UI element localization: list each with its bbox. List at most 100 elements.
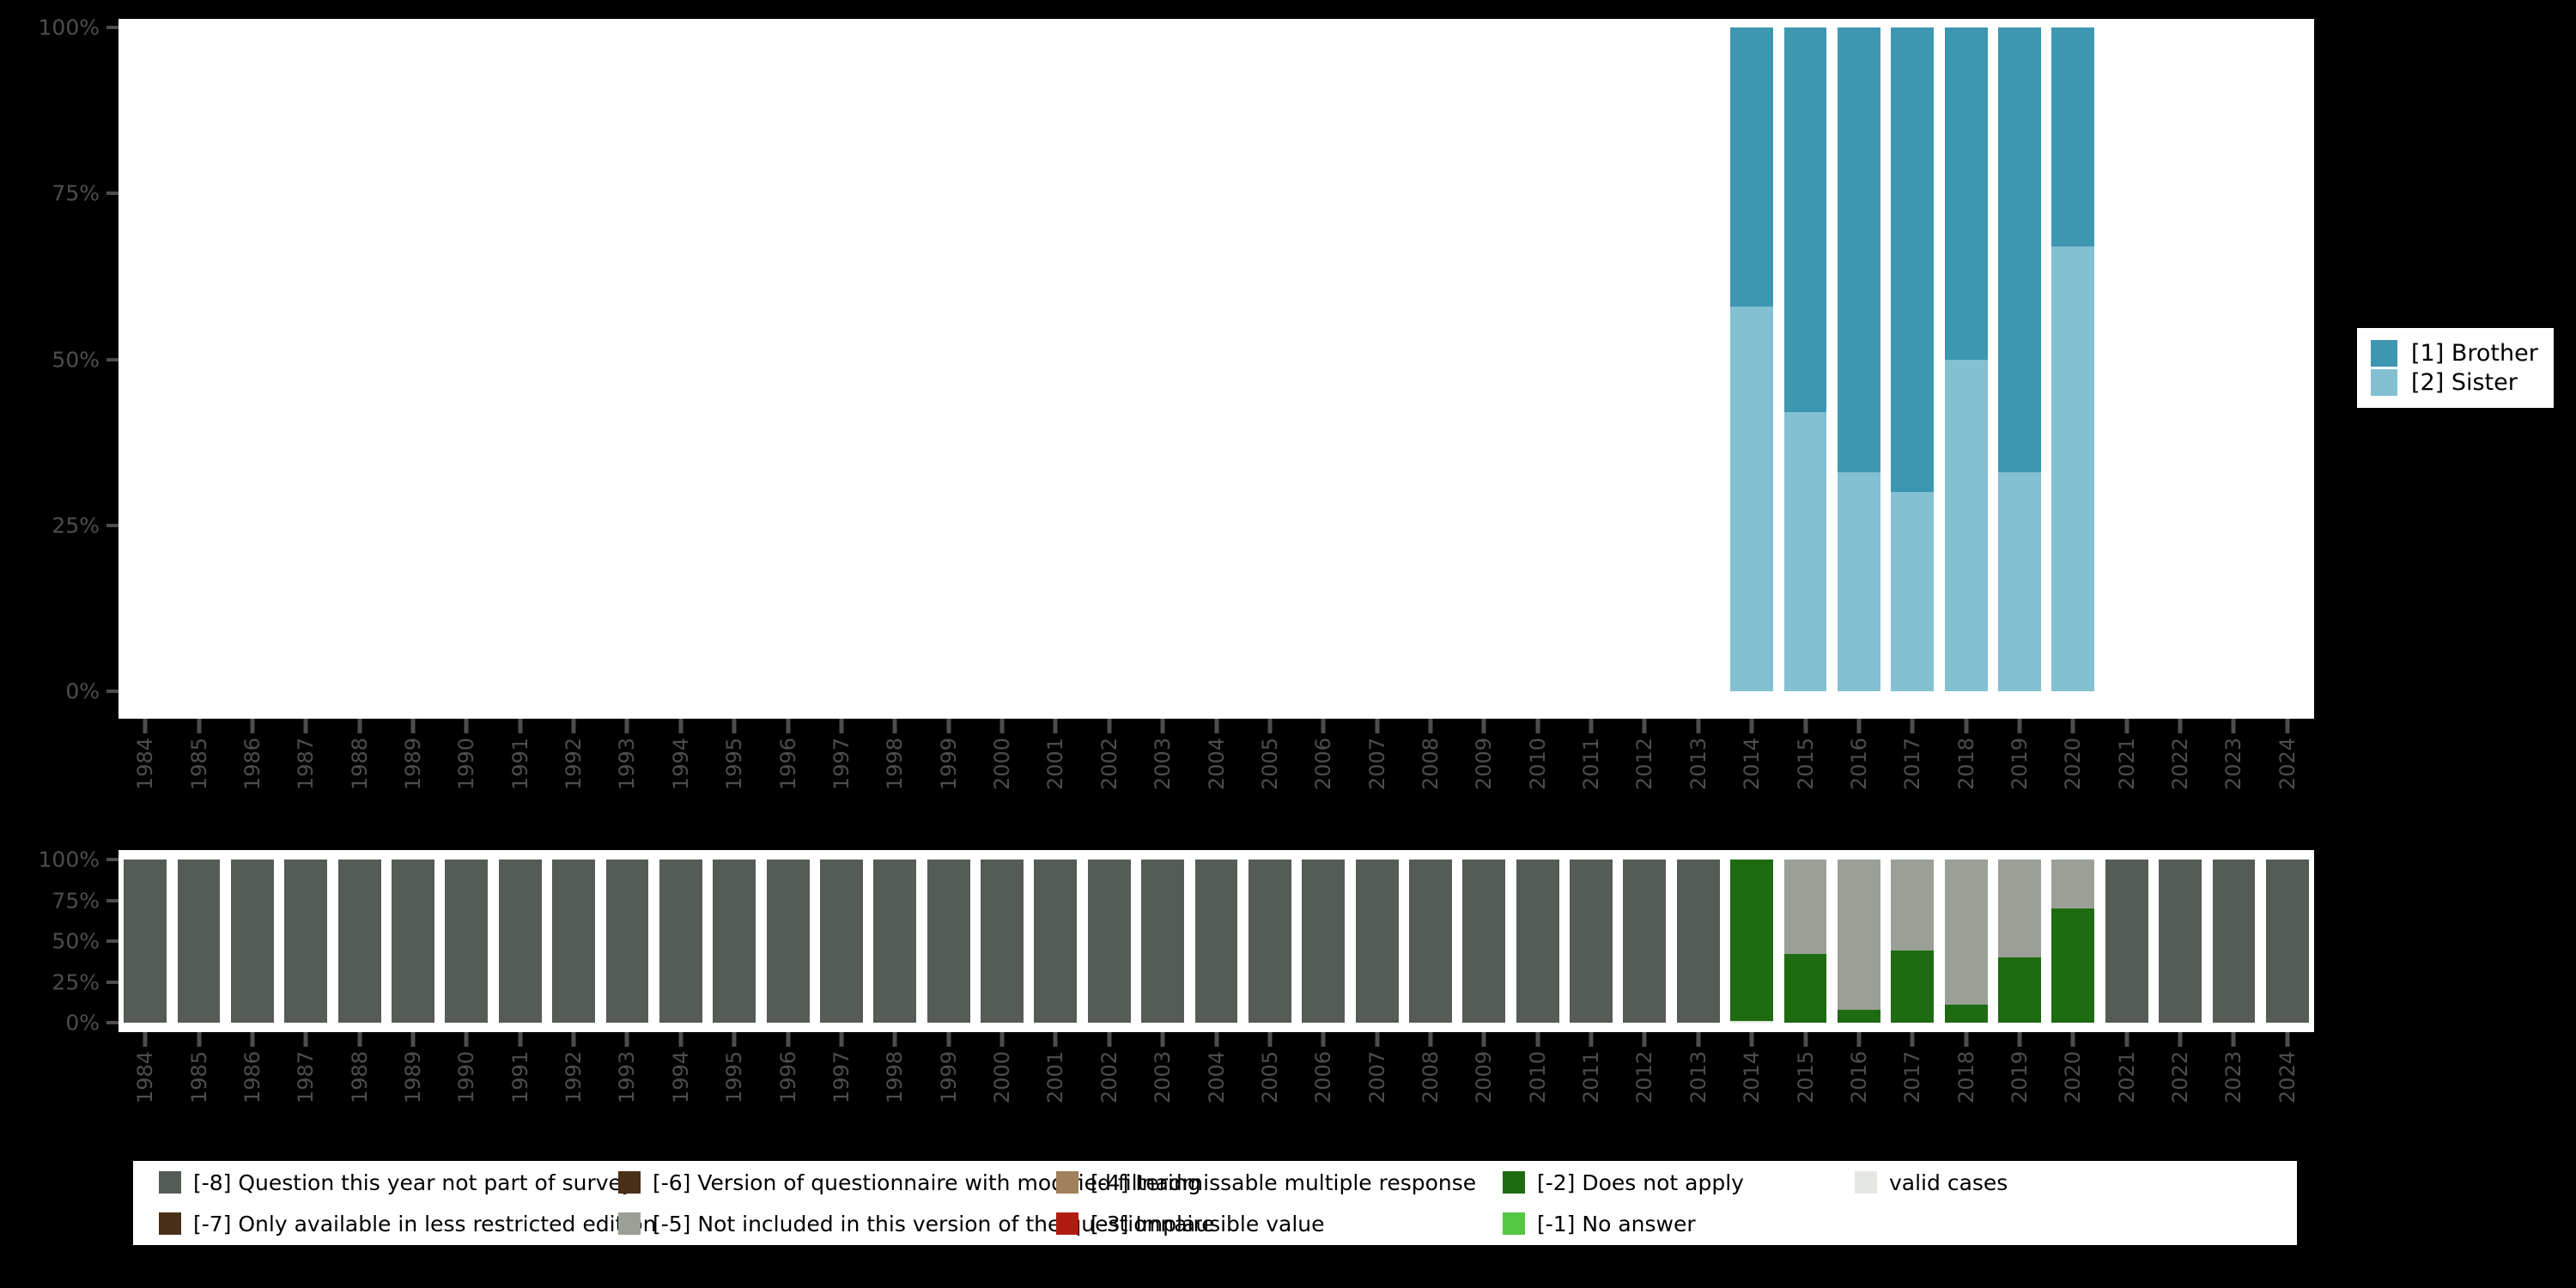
sub-bar-segment[interactable] xyxy=(1891,860,1935,951)
sub-bar-column[interactable] xyxy=(1248,860,1291,1023)
sub-bar-column[interactable] xyxy=(337,860,381,1023)
sub-bar-column[interactable] xyxy=(981,860,1024,1023)
sub-bar-column[interactable] xyxy=(124,860,167,1023)
sub-bar-segment[interactable] xyxy=(392,860,434,1023)
legend-item[interactable]: [-7] Only available in less restricted e… xyxy=(159,1212,656,1236)
sub-bar-segment[interactable] xyxy=(1462,860,1506,1023)
sub-bar-segment[interactable] xyxy=(659,860,702,1023)
sub-bar-segment[interactable] xyxy=(445,860,489,1023)
sub-bar-segment[interactable] xyxy=(981,860,1024,1023)
sub-bar-column[interactable] xyxy=(1944,860,1988,1023)
sub-bar-column[interactable] xyxy=(445,860,489,1023)
sub-bar-segment[interactable] xyxy=(498,860,542,1023)
sub-bar-segment[interactable] xyxy=(927,860,970,1023)
sub-bar-segment[interactable] xyxy=(2212,860,2256,1023)
sub-bar-segment[interactable] xyxy=(1730,860,1774,1022)
sub-bar-column[interactable] xyxy=(1462,860,1506,1023)
sub-bar-segment[interactable] xyxy=(1783,954,1827,1023)
sub-bar-segment[interactable] xyxy=(819,860,863,1023)
sub-bar-column[interactable] xyxy=(1141,860,1185,1023)
sub-bar-column[interactable] xyxy=(177,860,221,1023)
legend-item[interactable]: [-8] Question this year not part of surv… xyxy=(159,1170,635,1195)
sub-bar-column[interactable] xyxy=(2159,860,2202,1023)
sub-bar-segment[interactable] xyxy=(1837,860,1880,1010)
sub-bar-column[interactable] xyxy=(1302,860,1346,1023)
sub-bar-column[interactable] xyxy=(605,860,649,1023)
legend-item[interactable]: [-5] Not included in this version of the… xyxy=(618,1212,1215,1236)
main-bar-column[interactable] xyxy=(1998,27,2041,691)
sub-bar-segment[interactable] xyxy=(1998,957,2041,1023)
sub-bar-segment[interactable] xyxy=(1516,860,1559,1023)
sub-bar-segment[interactable] xyxy=(124,860,167,1023)
sub-bar-segment[interactable] xyxy=(1087,860,1131,1023)
sub-bar-segment[interactable] xyxy=(1141,860,1185,1023)
sub-bar-column[interactable] xyxy=(1034,860,1078,1023)
sub-bar-segment[interactable] xyxy=(1409,860,1452,1023)
sub-bar-segment[interactable] xyxy=(1944,1005,1988,1023)
main-bar-segment[interactable] xyxy=(1837,27,1880,472)
main-bar-segment[interactable] xyxy=(2051,27,2095,247)
sub-bar-column[interactable] xyxy=(230,860,274,1023)
sub-bar-column[interactable] xyxy=(1409,860,1452,1023)
legend-item[interactable]: [-3] Implausible value xyxy=(1056,1212,1325,1236)
main-bar-segment[interactable] xyxy=(1944,359,1988,691)
legend-item[interactable]: [-1] No answer xyxy=(1503,1212,1696,1236)
sub-bar-segment[interactable] xyxy=(1998,860,2041,957)
sub-bar-segment[interactable] xyxy=(2051,908,2095,1023)
sub-bar-segment[interactable] xyxy=(2051,860,2095,908)
main-bar-column[interactable] xyxy=(1783,27,1827,691)
sub-bar-segment[interactable] xyxy=(713,860,756,1023)
sub-bar-segment[interactable] xyxy=(1194,860,1238,1023)
main-bar-segment[interactable] xyxy=(1944,27,1988,360)
sub-bar-segment[interactable] xyxy=(2265,860,2309,1023)
sub-bar-column[interactable] xyxy=(1837,860,1880,1023)
legend-item[interactable]: [-4] Inadmissable multiple response xyxy=(1056,1170,1476,1195)
sub-bar-segment[interactable] xyxy=(1570,860,1613,1023)
sub-bar-segment[interactable] xyxy=(1676,860,1720,1023)
main-bar-segment[interactable] xyxy=(1998,471,2041,691)
main-bar-segment[interactable] xyxy=(1730,306,1774,691)
main-bar-column[interactable] xyxy=(2051,27,2095,691)
sub-bar-column[interactable] xyxy=(1194,860,1238,1023)
sub-bar-column[interactable] xyxy=(1516,860,1559,1023)
main-bar-segment[interactable] xyxy=(1837,471,1880,691)
main-bar-segment[interactable] xyxy=(1730,27,1774,307)
sub-bar-column[interactable] xyxy=(1891,860,1935,1023)
sub-bar-column[interactable] xyxy=(766,860,810,1023)
sub-bar-segment[interactable] xyxy=(1248,860,1291,1023)
sub-bar-column[interactable] xyxy=(1087,860,1131,1023)
legend-item[interactable]: valid cases xyxy=(1855,1170,2008,1195)
sub-bar-segment[interactable] xyxy=(1783,860,1827,955)
sub-bar-segment[interactable] xyxy=(1034,860,1078,1023)
sub-bar-segment[interactable] xyxy=(766,860,810,1023)
sub-bar-column[interactable] xyxy=(1998,860,2041,1023)
sub-bar-column[interactable] xyxy=(1783,860,1827,1023)
sub-bar-column[interactable] xyxy=(713,860,756,1023)
sub-bar-column[interactable] xyxy=(284,860,328,1023)
main-bar-column[interactable] xyxy=(1944,27,1988,691)
sub-bar-segment[interactable] xyxy=(284,860,328,1023)
sub-bar-segment[interactable] xyxy=(605,860,649,1023)
sub-bar-column[interactable] xyxy=(1730,860,1774,1023)
sub-bar-segment[interactable] xyxy=(230,860,274,1023)
legend-item[interactable]: [-2] Does not apply xyxy=(1503,1170,1744,1195)
sub-bar-segment[interactable] xyxy=(177,860,221,1023)
sub-bar-segment[interactable] xyxy=(1891,951,1935,1023)
sub-bar-segment[interactable] xyxy=(337,860,381,1023)
sub-bar-column[interactable] xyxy=(873,860,917,1023)
main-bar-segment[interactable] xyxy=(1783,412,1827,691)
sub-bar-column[interactable] xyxy=(392,860,434,1023)
sub-bar-column[interactable] xyxy=(2105,860,2148,1023)
main-bar-segment[interactable] xyxy=(1783,27,1827,413)
legend-item[interactable]: [2] Sister xyxy=(2371,369,2538,396)
sub-bar-segment[interactable] xyxy=(1302,860,1346,1023)
sub-bar-column[interactable] xyxy=(819,860,863,1023)
main-bar-segment[interactable] xyxy=(1891,492,1935,691)
legend-item[interactable]: [-6] Version of questionnaire with modif… xyxy=(618,1170,1201,1195)
main-bar-column[interactable] xyxy=(1837,27,1880,691)
sub-bar-column[interactable] xyxy=(552,860,596,1023)
sub-bar-column[interactable] xyxy=(1623,860,1667,1023)
sub-bar-segment[interactable] xyxy=(2105,860,2148,1023)
main-bar-segment[interactable] xyxy=(2051,246,2095,691)
sub-bar-segment[interactable] xyxy=(1837,1009,1880,1023)
